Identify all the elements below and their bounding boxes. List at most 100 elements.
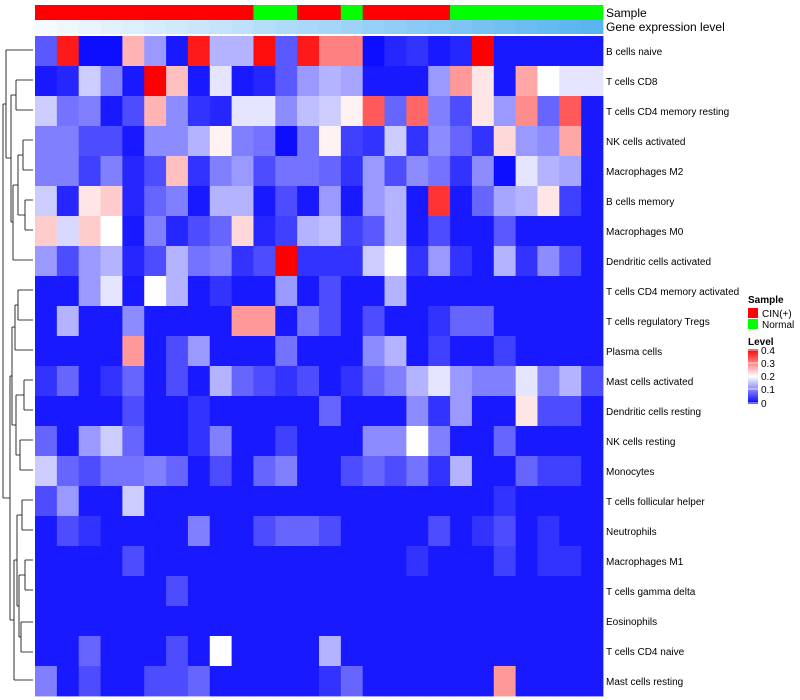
heatmap-cell xyxy=(559,426,582,457)
heatmap-cell xyxy=(581,126,604,157)
heatmap-cell xyxy=(275,516,298,547)
heatmap-cell xyxy=(319,636,342,667)
expression-annotation-cell xyxy=(493,20,517,34)
heatmap-cell xyxy=(362,276,385,307)
row-label: Mast cells resting xyxy=(606,677,683,688)
heatmap-cell xyxy=(384,306,407,337)
heatmap-cell xyxy=(187,96,211,127)
heatmap-cell xyxy=(144,636,167,667)
heatmap-cell xyxy=(515,546,538,577)
heatmap-cell xyxy=(166,606,189,637)
heatmap-cell xyxy=(428,666,451,697)
heatmap-cell xyxy=(471,576,495,607)
heatmap-cell xyxy=(122,666,145,697)
heatmap-cell xyxy=(450,426,473,457)
heatmap-cell xyxy=(253,486,276,517)
sample-annotation-cell xyxy=(362,5,385,20)
heatmap-cell xyxy=(78,366,101,397)
heatmap-cell xyxy=(166,306,189,337)
heatmap-cell xyxy=(253,186,276,217)
heatmap-cell xyxy=(231,66,254,97)
heatmap-cell xyxy=(297,186,320,217)
heatmap-cell xyxy=(340,606,364,637)
heatmap-cell xyxy=(406,306,429,337)
heatmap-cell xyxy=(56,426,80,457)
row-label: Macrophages M1 xyxy=(606,557,684,568)
heatmap-cell xyxy=(187,426,211,457)
heatmap-cell xyxy=(471,666,495,697)
heatmap-cell xyxy=(428,336,451,367)
heatmap-cell xyxy=(428,516,451,547)
heatmap-cell xyxy=(581,276,604,307)
heatmap-cell xyxy=(100,156,123,187)
heatmap-cell xyxy=(319,186,342,217)
heatmap-cell xyxy=(319,666,342,697)
heatmap-cell xyxy=(100,66,123,97)
heatmap-cell xyxy=(275,126,298,157)
heatmap-cell xyxy=(56,216,80,247)
heatmap-cell xyxy=(450,366,473,397)
heatmap-cell xyxy=(493,366,517,397)
heatmap-cell xyxy=(144,36,167,67)
heatmap-cell xyxy=(100,546,123,577)
heatmap-cell xyxy=(209,576,233,607)
heatmap-cell xyxy=(187,156,211,187)
heatmap-cell xyxy=(122,156,145,187)
heatmap-cell xyxy=(450,96,473,127)
heatmap-cell xyxy=(297,516,320,547)
heatmap-cell xyxy=(100,306,123,337)
heatmap-cell xyxy=(35,96,58,127)
heatmap-cell xyxy=(450,666,473,697)
heatmap-cell xyxy=(581,426,604,457)
row-dendrogram xyxy=(2,49,33,681)
heatmap-cell xyxy=(209,306,233,337)
sample-annotation-cell xyxy=(297,5,320,20)
heatmap-cell xyxy=(297,306,320,337)
heatmap-cell xyxy=(340,426,364,457)
sample-annotation-cell xyxy=(78,5,101,20)
heatmap-cell xyxy=(275,96,298,127)
heatmap-cell xyxy=(56,366,80,397)
heatmap-cell xyxy=(450,576,473,607)
heatmap-cell xyxy=(144,336,167,367)
expression-annotation-cell xyxy=(253,20,276,34)
dendrogram-branch xyxy=(17,289,33,321)
heatmap-cell xyxy=(428,306,451,337)
heatmap-cell xyxy=(450,216,473,247)
heatmap-cell xyxy=(362,246,385,277)
heatmap-cell xyxy=(537,96,560,127)
heatmap-cell xyxy=(187,636,211,667)
heatmap-cell xyxy=(209,36,233,67)
heatmap-cell xyxy=(406,516,429,547)
row-label: Eosinophils xyxy=(606,617,657,628)
heatmap-cell xyxy=(187,36,211,67)
dendrogram-branch xyxy=(17,154,25,216)
heatmap-cell xyxy=(166,36,189,67)
row-label: Neutrophils xyxy=(606,527,657,538)
expression-annotation-cell xyxy=(297,20,320,34)
expression-annotation-cell xyxy=(275,20,298,34)
heatmap-cell xyxy=(78,576,101,607)
heatmap-cell xyxy=(209,456,233,487)
heatmap-cell xyxy=(515,366,538,397)
heatmap-cell xyxy=(297,666,320,697)
heatmap-cell xyxy=(559,366,582,397)
dendrogram-branch xyxy=(14,304,33,351)
heatmap-cell xyxy=(428,126,451,157)
row-label: T cells follicular helper xyxy=(606,497,705,508)
heatmap-cell xyxy=(231,636,254,667)
level-legend-title: Level xyxy=(748,337,774,348)
heatmap-cell xyxy=(493,216,517,247)
expression-annotation-cell xyxy=(450,20,473,34)
expression-annotation-cell xyxy=(428,20,451,34)
heatmap-cell xyxy=(450,546,473,577)
heatmap-cell xyxy=(187,336,211,367)
heatmap-cell xyxy=(340,246,364,277)
heatmap-cell xyxy=(406,396,429,427)
heatmap-cell xyxy=(100,606,123,637)
sample-annotation-cell xyxy=(275,5,298,20)
heatmap-cell xyxy=(78,186,101,217)
heatmap-cell xyxy=(340,666,364,697)
heatmap-cell xyxy=(297,66,320,97)
heatmap-cell xyxy=(35,606,58,637)
